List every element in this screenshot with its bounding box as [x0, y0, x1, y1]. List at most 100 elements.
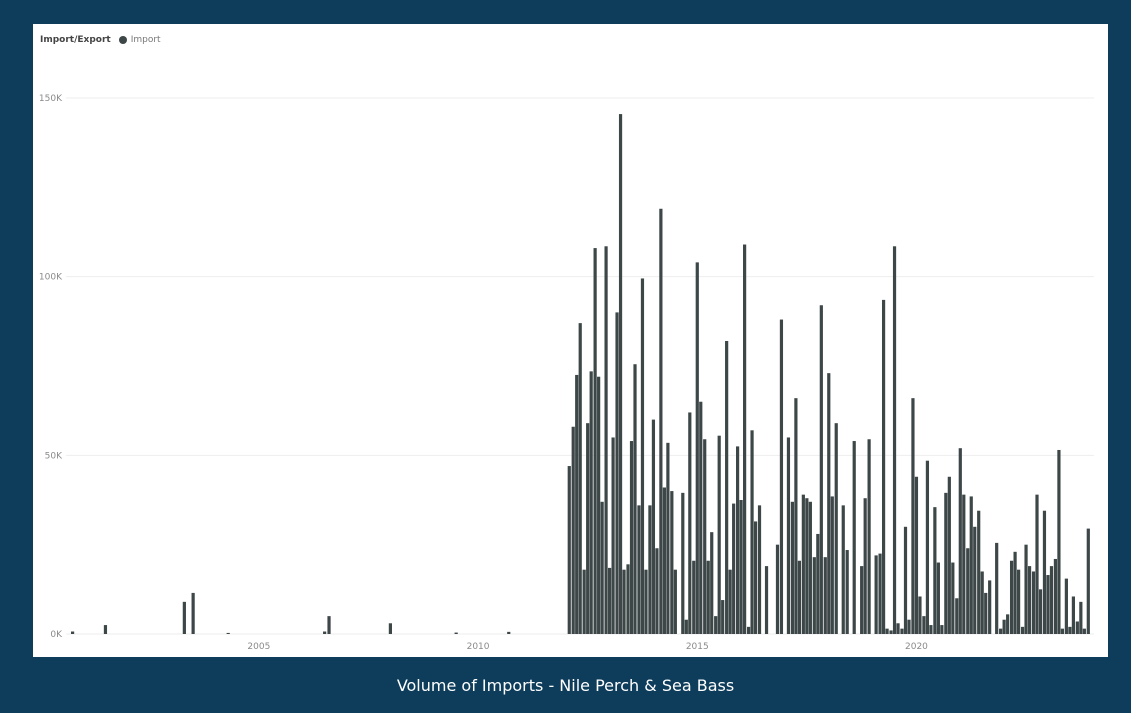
bar[interactable]	[699, 401, 703, 634]
bar[interactable]	[816, 533, 820, 634]
bar[interactable]	[717, 435, 721, 634]
bar[interactable]	[659, 208, 663, 634]
bar[interactable]	[852, 441, 856, 634]
bar[interactable]	[226, 632, 230, 634]
bar[interactable]	[571, 426, 575, 634]
bar[interactable]	[867, 439, 871, 634]
bar[interactable]	[666, 442, 670, 634]
bar[interactable]	[790, 501, 794, 634]
bar[interactable]	[582, 569, 586, 634]
bar[interactable]	[327, 616, 331, 634]
bar[interactable]	[1046, 575, 1050, 634]
bar[interactable]	[611, 437, 615, 634]
bar[interactable]	[860, 566, 864, 634]
bar[interactable]	[706, 560, 710, 634]
bar[interactable]	[933, 507, 937, 634]
bar[interactable]	[1049, 566, 1054, 634]
bar[interactable]	[644, 569, 648, 634]
bar[interactable]	[651, 419, 656, 634]
bar[interactable]	[841, 505, 845, 634]
bar[interactable]	[863, 498, 867, 634]
bar[interactable]	[812, 557, 816, 634]
bar[interactable]	[1057, 449, 1061, 634]
bar[interactable]	[1068, 626, 1072, 634]
bar[interactable]	[805, 498, 809, 634]
bar[interactable]	[951, 562, 955, 634]
bar[interactable]	[640, 278, 645, 634]
bar[interactable]	[958, 448, 962, 634]
bar[interactable]	[728, 569, 732, 634]
bar[interactable]	[618, 114, 623, 634]
bar[interactable]	[1002, 619, 1006, 634]
bar[interactable]	[794, 398, 798, 634]
bar[interactable]	[681, 492, 685, 634]
bar[interactable]	[714, 616, 718, 634]
bar[interactable]	[736, 446, 740, 634]
bar[interactable]	[604, 246, 608, 635]
bar[interactable]	[1013, 551, 1017, 634]
bar[interactable]	[721, 600, 725, 634]
bar[interactable]	[1042, 510, 1047, 634]
bar[interactable]	[786, 437, 791, 634]
bar[interactable]	[593, 248, 597, 634]
bar[interactable]	[999, 628, 1003, 634]
bar[interactable]	[819, 305, 823, 634]
bar[interactable]	[710, 532, 714, 634]
bar[interactable]	[980, 571, 984, 634]
bar[interactable]	[878, 553, 882, 634]
bar[interactable]	[995, 542, 999, 634]
bar[interactable]	[1071, 596, 1075, 634]
bar[interactable]	[834, 423, 838, 634]
bar[interactable]	[1038, 589, 1043, 634]
bar[interactable]	[808, 501, 812, 634]
bar[interactable]	[918, 596, 922, 634]
bar[interactable]	[947, 476, 951, 634]
bar[interactable]	[750, 430, 754, 634]
bar[interactable]	[988, 580, 992, 634]
bar[interactable]	[1006, 614, 1010, 634]
bar[interactable]	[1053, 558, 1058, 634]
bar[interactable]	[911, 398, 915, 634]
bar[interactable]	[662, 487, 666, 634]
bar[interactable]	[896, 623, 900, 634]
bar[interactable]	[827, 373, 831, 634]
bar[interactable]	[70, 631, 75, 635]
bar[interactable]	[1060, 628, 1065, 634]
bar[interactable]	[881, 299, 886, 634]
bar[interactable]	[874, 555, 878, 634]
bar[interactable]	[454, 632, 458, 634]
bar[interactable]	[1079, 601, 1083, 634]
bar[interactable]	[940, 625, 944, 634]
bar[interactable]	[626, 564, 630, 634]
bar[interactable]	[1024, 544, 1028, 634]
bar[interactable]	[892, 246, 897, 635]
bar[interactable]	[823, 557, 827, 634]
bar[interactable]	[746, 626, 751, 634]
bar[interactable]	[977, 510, 981, 634]
bar[interactable]	[743, 244, 747, 634]
bar[interactable]	[103, 625, 108, 634]
bar[interactable]	[323, 631, 327, 635]
bar[interactable]	[575, 374, 579, 634]
bar[interactable]	[1027, 566, 1032, 634]
bar[interactable]	[1031, 571, 1036, 634]
bar[interactable]	[936, 562, 940, 634]
bar[interactable]	[567, 466, 571, 634]
bar[interactable]	[688, 412, 692, 634]
bar[interactable]	[1009, 560, 1014, 634]
bar[interactable]	[739, 500, 743, 634]
bar[interactable]	[1035, 494, 1039, 634]
bar[interactable]	[692, 560, 696, 634]
bar[interactable]	[1017, 569, 1021, 634]
bar[interactable]	[757, 505, 762, 634]
bar[interactable]	[1082, 628, 1086, 634]
bar[interactable]	[615, 312, 619, 634]
bar[interactable]	[973, 526, 977, 634]
bar[interactable]	[801, 494, 805, 634]
bar[interactable]	[955, 598, 959, 634]
bar[interactable]	[753, 521, 758, 634]
bar[interactable]	[655, 548, 659, 634]
bar[interactable]	[1020, 626, 1025, 634]
bar[interactable]	[633, 364, 637, 634]
bar[interactable]	[907, 619, 911, 634]
